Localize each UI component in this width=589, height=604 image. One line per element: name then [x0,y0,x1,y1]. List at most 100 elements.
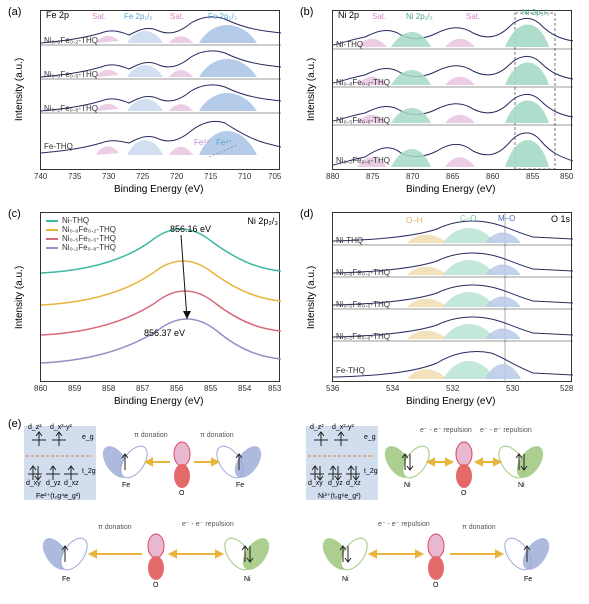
b-sat2: Sat. [466,12,480,21]
c-l1: Ni₀.₈Fe₀.₂-THQ [46,225,116,234]
e-t2g-ni: t_2g [364,468,378,475]
panel-e: (e) [6,418,582,600]
panel-b-svg [333,11,573,171]
b-ylab: Intensity (a.u.) [306,58,317,121]
a-fe2: Fe²⁺ [216,138,232,147]
e-dx2y2-fe: d_x²-y² [50,424,72,431]
d-oh: O–H [406,216,422,225]
c-xt0: 860 [34,384,47,393]
d-xt4: 528 [560,384,573,393]
e-pid3: π donation [98,524,132,531]
panel-b-label: (b) [300,6,313,18]
c-xt7: 853 [268,384,281,393]
e-pid4: π donation [462,524,496,531]
a-fe2p23: Fe 2p₂/₃ [208,12,237,21]
a-xt1: 735 [68,172,81,181]
d-co: C–O [460,214,476,223]
c-xt4: 856 [170,384,183,393]
d-s2: Ni₀.₈Fe₀.₂-THQ [336,268,390,277]
d-ylab: Intensity (a.u.) [306,266,317,329]
e-fe-b2: Fe [524,576,532,583]
e-rep1: e⁻ - e⁻ repulsion [420,426,472,434]
b-s2: Ni₀.₈Fe₀.₂-THQ [336,78,390,87]
e-dxy-ni: d_xy [308,480,323,487]
e-ni-b1: Ni [244,576,251,583]
d-title: O 1s [551,214,570,224]
e-pid2: π donation [200,432,234,439]
b-s4: Ni₀.₂Fe₀.₈-THQ [336,156,390,165]
d-xt1: 534 [386,384,399,393]
a-title: Fe 2p [46,10,69,20]
d-xlab: Binding Energy (eV) [406,396,496,407]
c-l2t: Ni₀.₅Fe₀.₅-THQ [62,234,116,243]
d-s5: Fe-THQ [336,366,365,375]
a-sat1: Sat. [92,12,106,21]
e-pid1: π donation [134,432,168,439]
c-title: Ni 2p₂/₃ [247,216,278,226]
e-o-b1: O [153,582,158,589]
b-xt6: 850 [560,172,573,181]
e-rep4: e⁻ - e⁻ repulsion [378,520,430,528]
e-dx2y2-ni: d_x²-y² [332,424,354,431]
a-xt0: 740 [34,172,47,181]
a-xt6: 710 [238,172,251,181]
c-l0t: Ni-THQ [62,216,89,225]
e-o-t2: O [461,490,466,497]
panel-d: (d) [298,206,582,412]
a-xlab: Binding Energy (eV) [114,184,204,195]
c-l3: Ni₀.₂Fe₀.₈-THQ [46,243,116,252]
e-dyz-ni: d_yz [328,480,343,487]
e-o-b2: O [433,582,438,589]
panel-d-axes [332,212,572,382]
e-o-t1: O [179,490,184,497]
a-sat2: Sat. [170,12,184,21]
b-xt3: 865 [446,172,459,181]
panel-a: (a) [6,4,290,200]
b-s3: Ni₀.₅Fe₀.₅-THQ [336,116,390,125]
e-dxz-ni: d_xz [346,480,361,487]
c-l3t: Ni₀.₂Fe₀.₈-THQ [62,243,116,252]
b-xt0: 880 [326,172,339,181]
d-s1: Ni-THQ [336,236,363,245]
c-legend: Ni-THQ Ni₀.₈Fe₀.₂-THQ Ni₀.₅Fe₀.₅-THQ Ni₀… [46,216,116,252]
e-ni-t2: Ni [518,482,525,489]
e-dxy-fe: d_xy [26,480,41,487]
c-l1t: Ni₀.₈Fe₀.₂-THQ [62,225,116,234]
b-title: Ni 2p [338,10,359,20]
e-t2g-fe: t_2g [82,468,96,475]
a-fe3: Fe³⁺ [194,138,210,147]
e-fe-b1: Fe [62,576,70,583]
c-ylab: Intensity (a.u.) [14,266,25,329]
d-xt3: 530 [506,384,519,393]
e-dyz-fe: d_yz [46,480,61,487]
panel-c-label: (c) [8,208,21,220]
b-xlab: Binding Energy (eV) [406,184,496,195]
e-fecfg: Fe²⁺(t₂g⁴e_g²) [36,492,80,500]
e-eg-ni: e_g [364,434,376,441]
d-xt0: 536 [326,384,339,393]
a-ylab: Intensity (a.u.) [14,58,25,121]
e-ni-b2: Ni [342,576,349,583]
e-dxz-fe: d_xz [64,480,79,487]
a-xt4: 720 [170,172,183,181]
c-xt1: 859 [68,384,81,393]
c-l0: Ni-THQ [46,216,116,225]
a-xt2: 730 [102,172,115,181]
c-xt5: 855 [204,384,217,393]
e-ni-t1: Ni [404,482,411,489]
figure-root: (a) [0,0,589,604]
panel-c: (c) Ni-THQ Ni₀.₈Fe₀.₂-THQ Ni₀.₅Fe₀.₅-THQ… [6,206,290,412]
b-xt4: 860 [486,172,499,181]
panel-d-label: (d) [300,208,313,220]
e-eg-fe: e_g [82,434,94,441]
c-l2: Ni₀.₅Fe₀.₅-THQ [46,234,116,243]
a-xt3: 725 [136,172,149,181]
c-xt6: 854 [238,384,251,393]
d-s4: Ni₀.₂Fe₀.₈-THQ [336,332,390,341]
panel-b: (b) [298,4,582,200]
b-sat1: Sat. [372,12,386,21]
b-ni12: Ni 2p₁/₂ [406,12,433,21]
e-rep3: e⁻ - e⁻ repulsion [182,520,234,528]
d-xt2: 532 [446,384,459,393]
panel-d-svg [333,213,573,383]
